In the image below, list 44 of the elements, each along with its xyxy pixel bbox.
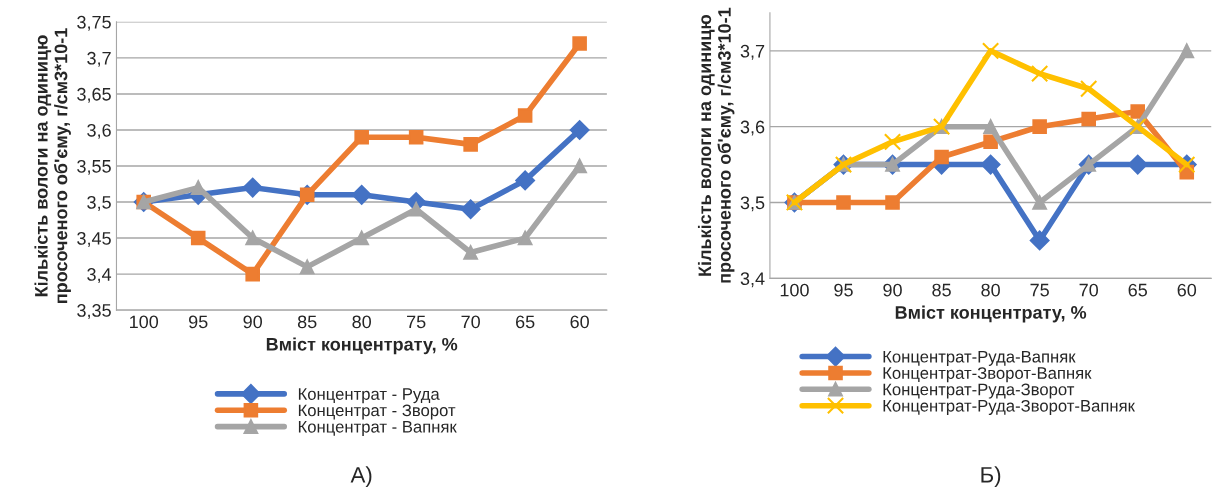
x-tick-label: 75 [407,315,426,329]
x-tick-label: 95 [834,283,853,297]
x-tick-label: 65 [516,315,535,329]
x-tick-label: 100 [130,315,159,329]
y-tick-label: 3,75 [77,15,111,31]
legend-label: Концентрат - Вапняк [298,421,457,436]
x-axis-title: Вміст концентрату, % [266,337,458,355]
x-tick-label: 90 [243,315,263,329]
x-tick-label: 85 [297,315,317,329]
x-tick-label: 95 [189,315,208,329]
y-tick-label: 3,5 [87,195,111,211]
x-tick-label: 90 [883,283,902,297]
x-axis-title: Вміст концентрату, % [895,305,1087,323]
x-tick-label: 75 [1030,283,1049,297]
legend-label: Концентрат-Руда-Зворот [883,383,1075,399]
y-tick-label: 3,45 [77,232,111,247]
y-axis-title: Кількість вологи на одиницю просоченого об'єму, г/см3*10-1 [34,28,71,303]
legend-label: Концентрат-Руда-Вапняк [883,350,1076,366]
x-tick-label: 60 [570,315,589,329]
y-tick-label: 3,7 [740,44,765,60]
legend-label: Концентрат - Зворот [298,404,456,420]
x-tick-label: 80 [352,315,372,329]
text: Б) [981,466,1001,488]
legend-label: Концентрат-Зворот-Вапняк [883,367,1092,383]
y-axis-title: Кількість вологи на одиницю просоченого об'єму, г/см3*10-1 [697,7,735,283]
text: А) [350,466,372,488]
legend-label: Концентрат-Руда-Зворот-Вапняк [883,399,1135,415]
y-tick-label: 3,55 [77,159,111,175]
y-tick-label: 3,6 [87,123,111,139]
y-tick-label: 3,35 [77,304,111,319]
x-tick-label: 70 [1079,283,1099,297]
x-tick-label: 60 [1177,283,1197,297]
x-tick-label: 65 [1128,283,1148,297]
x-tick-label: 70 [461,315,480,329]
y-tick-label: 3,7 [87,51,111,67]
y-tick-label: 3,6 [740,120,765,136]
y-tick-label: 3,4 [87,268,112,283]
legend-label: Концентрат - Руда [298,388,440,404]
x-tick-label: 85 [932,283,951,297]
x-tick-label: 80 [981,283,1000,297]
y-tick-label: 3,5 [740,196,765,212]
x-tick-label: 100 [780,283,809,297]
y-tick-label: 3,65 [77,87,111,103]
y-tick-label: 3,4 [740,272,765,288]
